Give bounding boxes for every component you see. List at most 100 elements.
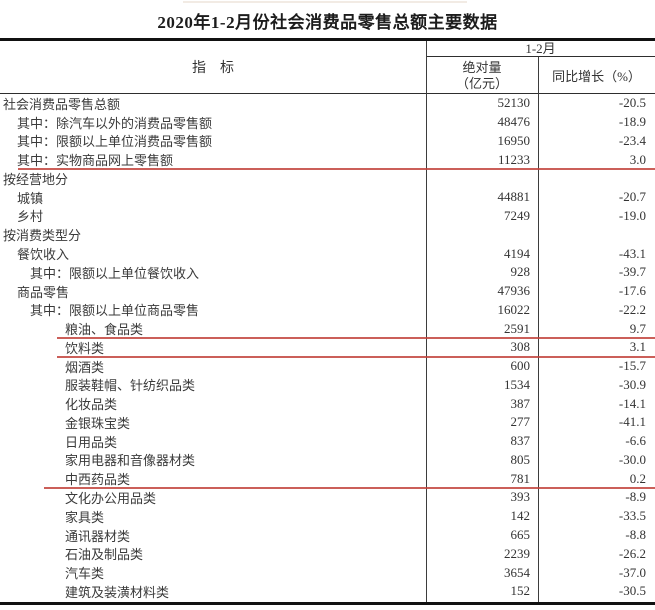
absolute-value-cell: 665 [510, 526, 531, 542]
growth-value-cell: -17.6 [618, 283, 646, 299]
absolute-value-cell: 142 [510, 508, 531, 524]
header-indicator: 指 标 [192, 61, 234, 76]
growth-value-cell: 9.7 [629, 320, 646, 336]
growth-value-cell: -41.1 [618, 414, 646, 430]
growth-value-cell: -30.5 [618, 583, 646, 599]
header-absolute-line1: 绝对量 [462, 59, 502, 75]
absolute-value-cell: 11233 [497, 151, 530, 167]
absolute-value-cell: 48476 [497, 114, 531, 130]
table-row: 其中：限额以上单位餐饮收入 928 -39.7 [0, 263, 655, 282]
indicator-cell: 其中：实物商品网上零售额 [17, 153, 174, 169]
header-yoy-growth: 同比增长（%） [552, 69, 641, 84]
indicator-cell: 中西药品类 [65, 472, 131, 488]
absolute-value-cell: 805 [510, 451, 531, 467]
table-row: 家用电器和音像器材类 805 -30.0 [0, 451, 655, 470]
table-row: 其中：限额以上单位商品零售 16022 -22.2 [0, 300, 655, 319]
growth-value-cell: -6.6 [625, 433, 646, 449]
period-header-underline [426, 56, 655, 57]
table-row: 中西药品类 781 0.2 [0, 469, 655, 490]
header-absolute-line2: （亿元） [455, 75, 508, 91]
absolute-value-cell: 52130 [497, 95, 531, 111]
absolute-value-cell: 16950 [497, 132, 531, 148]
absolute-value-cell: 16022 [497, 301, 531, 317]
table-row: 城镇 44881 -20.7 [0, 188, 655, 207]
growth-value-cell: 3.1 [629, 339, 646, 355]
indicator-cell: 其中：限额以上单位商品零售 [30, 303, 200, 319]
absolute-value-cell: 44881 [497, 189, 531, 205]
table-row: 其中：实物商品网上零售额 11233 3.0 [0, 150, 655, 171]
table-row: 其中：限额以上单位消费品零售额 16950 -23.4 [0, 132, 655, 151]
table-row: 建筑及装潢材料类 152 -30.5 [0, 582, 655, 601]
absolute-value-cell: 277 [510, 414, 531, 430]
growth-value-cell: -15.7 [618, 358, 646, 374]
table-row: 按消费类型分 [0, 225, 655, 244]
indicator-cell: 烟酒类 [65, 359, 105, 375]
annotation-red-underline [44, 487, 655, 490]
table-row: 文化办公用品类 393 -8.9 [0, 488, 655, 507]
indicator-cell: 家具类 [65, 509, 105, 525]
table-row: 按经营地分 [0, 169, 655, 188]
indicator-cell: 粮油、食品类 [65, 322, 144, 338]
annotation-red-underline [18, 168, 655, 171]
growth-value-cell: -23.4 [618, 132, 646, 148]
indicator-cell: 其中：限额以上单位餐饮收入 [30, 265, 200, 281]
absolute-value-cell: 3654 [504, 564, 530, 580]
absolute-value-cell: 2239 [504, 545, 530, 561]
table-body: 社会消费品零售总额 52130 -20.5 其中：除汽车以外的消费品零售额 48476 -… [0, 94, 655, 601]
header-period: 1-2月 [525, 41, 556, 56]
table-row: 社会消费品零售总额 52130 -20.5 [0, 94, 655, 113]
indicator-cell: 城镇 [17, 190, 44, 206]
table-row: 粮油、食品类 2591 9.7 [0, 319, 655, 339]
indicator-cell: 按经营地分 [3, 171, 69, 187]
absolute-value-cell: 4194 [504, 245, 530, 261]
growth-value-cell: -8.9 [625, 489, 646, 505]
table-row: 乡村 7249 -19.0 [0, 207, 655, 226]
growth-value-cell: -43.1 [618, 245, 646, 261]
indicator-cell: 日用品类 [65, 434, 118, 450]
indicator-cell: 化妆品类 [65, 397, 118, 413]
indicator-cell: 餐饮收入 [17, 247, 70, 263]
absolute-value-cell: 387 [510, 395, 531, 411]
column-divider-values [538, 57, 539, 602]
indicator-cell: 其中：限额以上单位消费品零售额 [17, 134, 213, 150]
growth-value-cell: 3.0 [629, 151, 646, 167]
column-divider-indicator [426, 41, 427, 602]
absolute-value-cell: 1534 [504, 376, 530, 392]
indicator-cell: 金银珠宝类 [65, 415, 131, 431]
absolute-value-cell: 781 [510, 470, 531, 486]
indicator-cell: 石油及制品类 [65, 547, 144, 563]
indicator-cell: 家用电器和音像器材类 [65, 453, 196, 469]
indicator-cell: 其中：除汽车以外的消费品零售额 [17, 115, 213, 131]
absolute-value-cell: 7249 [504, 207, 530, 223]
growth-value-cell: -22.2 [618, 301, 646, 317]
annotation-red-underline [57, 336, 655, 339]
table-top-border [0, 38, 655, 41]
table-row: 石油及制品类 2239 -26.2 [0, 544, 655, 563]
indicator-cell: 社会消费品零售总额 [3, 96, 121, 112]
absolute-value-cell: 600 [510, 358, 531, 374]
header-separator-line [0, 93, 655, 94]
table-row: 商品零售 47936 -17.6 [0, 282, 655, 301]
table-row: 日用品类 837 -6.6 [0, 432, 655, 451]
absolute-value-cell: 2591 [504, 320, 530, 336]
indicator-cell: 汽车类 [65, 566, 105, 582]
table-row: 烟酒类 600 -15.7 [0, 357, 655, 376]
table-bottom-border [0, 602, 655, 605]
growth-value-cell: -20.5 [618, 95, 646, 111]
growth-value-cell: -30.0 [618, 451, 646, 467]
absolute-value-cell: 837 [510, 433, 531, 449]
table-row: 服装鞋帽、针纺织品类 1534 -30.9 [0, 375, 655, 394]
table-row: 金银珠宝类 277 -41.1 [0, 413, 655, 432]
table-row: 家具类 142 -33.5 [0, 507, 655, 526]
table-row: 其中：除汽车以外的消费品零售额 48476 -18.9 [0, 113, 655, 132]
growth-value-cell: -19.0 [618, 207, 646, 223]
absolute-value-cell: 928 [510, 264, 531, 280]
absolute-value-cell: 47936 [497, 283, 531, 299]
growth-value-cell: -14.1 [618, 395, 646, 411]
indicator-cell: 乡村 [17, 209, 44, 225]
table-row: 通讯器材类 665 -8.8 [0, 526, 655, 545]
growth-value-cell: -30.9 [618, 376, 646, 392]
absolute-value-cell: 152 [510, 583, 531, 599]
indicator-cell: 文化办公用品类 [65, 490, 157, 506]
